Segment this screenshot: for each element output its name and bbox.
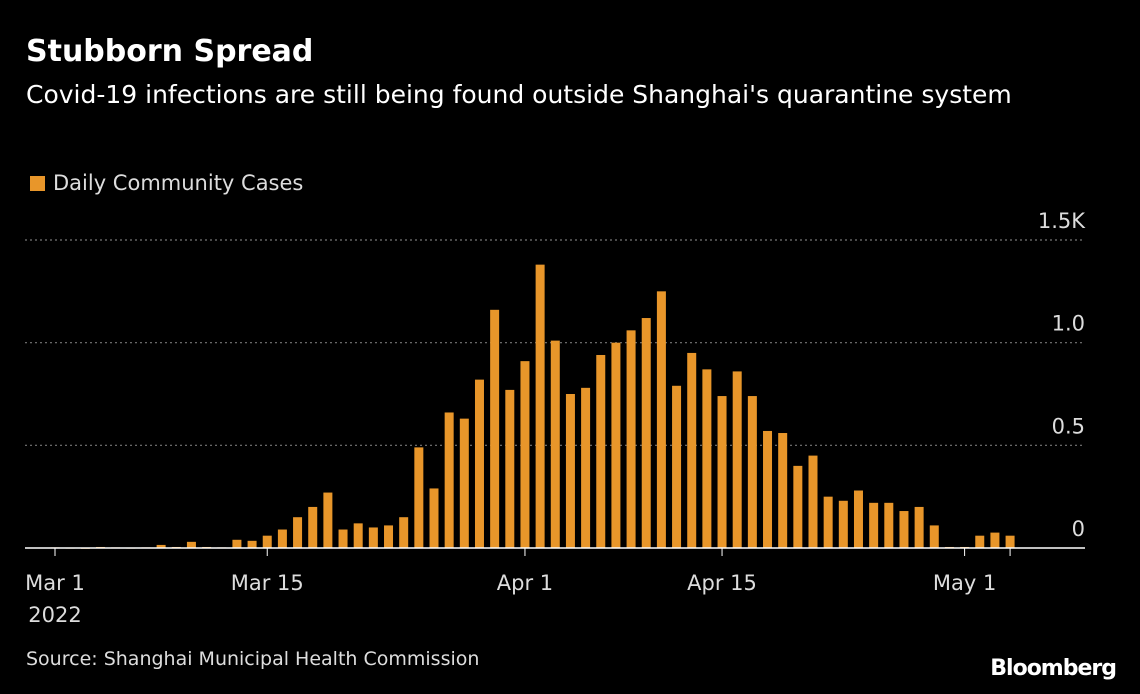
bar [520,361,530,548]
legend: Daily Community Cases [30,171,303,195]
bar [308,506,318,548]
bar [702,369,712,548]
bar [444,412,454,548]
bar [550,340,560,548]
bar [838,500,848,548]
bar [277,529,287,548]
bar [459,418,469,548]
x-tick-label: Apr 1 [497,571,553,595]
bar [869,502,879,548]
bar [808,455,818,548]
bar [338,529,348,548]
bar [899,511,909,548]
chart-title: Stubborn Spread [26,34,314,69]
bar [975,535,985,548]
y-tick-label: 0.5 [1052,414,1085,438]
bar [262,535,272,548]
source: Source: Shanghai Municipal Health Commis… [26,648,480,670]
bar [535,264,545,548]
y-tick-label: 0 [1072,517,1085,541]
bar [747,396,757,548]
bar [156,544,166,548]
bar [672,385,682,548]
bar [293,517,303,548]
bar [717,396,727,548]
bar [414,447,424,548]
bar [1005,535,1015,548]
bar [990,532,1000,548]
bar [581,387,591,548]
legend-label: Daily Community Cases [53,171,304,195]
bar [232,539,242,548]
bar [914,506,924,548]
bar [823,496,833,548]
bar [853,490,863,548]
x-tick-label: Mar 15 [231,571,304,595]
bar [626,330,636,548]
bar [247,540,257,548]
bar [763,430,773,548]
chart-subtitle: Covid-19 infections are still being foun… [26,80,1012,109]
bar [793,465,803,548]
bar [323,492,333,548]
bar [884,502,894,548]
bar [384,525,394,548]
bar [778,433,788,548]
bar [368,527,378,548]
bar [732,371,742,548]
bar [596,354,606,548]
bar [505,389,515,548]
bar [399,517,409,548]
bar [353,523,363,548]
bar [565,394,575,548]
y-tick-label: 1.5K [1038,209,1086,233]
x-tick-label: May 1 [933,571,996,595]
x-tick-label: Mar 1 [25,571,85,595]
bar [474,379,484,548]
bar [611,342,621,548]
x-year-label: 2022 [28,603,81,627]
y-tick-label: 1.0 [1052,312,1085,336]
bar [641,318,651,548]
bar [490,309,500,548]
bar [429,488,439,548]
brand-logo: Bloomberg [990,656,1117,681]
legend-swatch [30,175,45,191]
bar [929,525,939,548]
bar [687,352,697,548]
x-tick-label: Apr 15 [687,571,757,595]
bar [656,291,666,548]
bar [186,541,196,548]
